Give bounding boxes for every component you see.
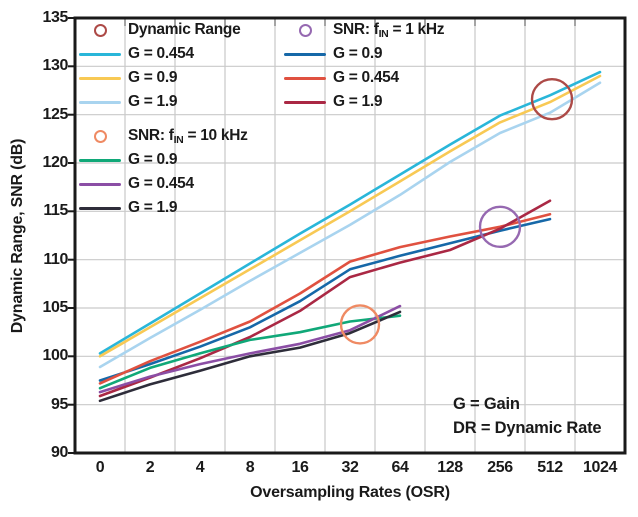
y-tick-label: 130 xyxy=(42,57,69,74)
swatch-column xyxy=(283,23,327,37)
x-tick-label: 32 xyxy=(341,459,359,476)
legend-series-row: G = 1.9 xyxy=(78,92,240,112)
swatch-column xyxy=(78,206,122,210)
x-tick-label: 16 xyxy=(291,459,309,476)
y-tick-label: 90 xyxy=(51,444,68,461)
legend-series-label: G = 0.454 xyxy=(333,69,399,86)
x-tick-label: 256 xyxy=(487,459,513,476)
y-axis-title: Dynamic Range, SNR (dB) xyxy=(9,138,26,334)
y-tick-label: 135 xyxy=(42,9,69,26)
series-line-snr-10khz xyxy=(98,310,402,403)
x-axis-title: Oversampling Rates (OSR) xyxy=(250,484,450,501)
legend-series-row: G = 0.9 xyxy=(283,44,444,64)
line-swatch-icon xyxy=(284,76,326,80)
highlight-ring-snr-1khz xyxy=(478,205,522,249)
x-tick-label: 8 xyxy=(245,459,255,476)
legend-series-row: G = 0.9 xyxy=(78,68,240,88)
swatch-column xyxy=(78,158,122,162)
line-swatch-icon xyxy=(79,206,121,210)
circle-marker-icon xyxy=(93,129,107,143)
legend-series-row: G = 0.454 xyxy=(283,68,444,88)
swatch-column xyxy=(78,182,122,186)
circle-marker-icon xyxy=(298,23,312,37)
legend-series-label: G = 0.9 xyxy=(128,69,178,86)
legend-series-row: G = 0.454 xyxy=(78,174,248,194)
y-tick-label: 125 xyxy=(42,106,69,123)
y-tick-label: 110 xyxy=(43,251,68,268)
legend-series-label: G = 1.9 xyxy=(128,93,178,110)
legend-title-row: SNR: fIN = 10 kHz xyxy=(78,126,248,146)
swatch-column xyxy=(283,100,327,104)
series-line-dynamic-range xyxy=(98,70,602,355)
legend-series-label: G = 1.9 xyxy=(128,199,178,216)
legend-series-label: G = 0.9 xyxy=(128,151,178,168)
swatch-column xyxy=(78,100,122,104)
plot-frame xyxy=(73,16,627,455)
x-tick-label: 2 xyxy=(145,459,155,476)
abbreviation-note: G = Gain DR = Dynamic Rate xyxy=(453,392,602,440)
swatch-column xyxy=(283,52,327,56)
series-line-snr-1khz xyxy=(98,212,552,385)
swatch-column xyxy=(78,76,122,80)
legend-series-row: G = 0.454 xyxy=(78,44,240,64)
line-swatch-icon xyxy=(79,100,121,104)
highlight-ring-snr-10khz xyxy=(339,304,381,345)
y-tick-label: 95 xyxy=(51,396,68,413)
legend-series-row: G = 0.9 xyxy=(78,150,248,170)
legend-group-title: SNR: fIN = 1 kHz xyxy=(333,20,445,40)
line-swatch-icon xyxy=(79,52,121,56)
legend-dynamic-range: Dynamic Range G = 0.454 G = 0.9 G = 1.9 xyxy=(78,20,241,112)
y-tick-label: 105 xyxy=(42,299,69,316)
series-line-dynamic-range xyxy=(98,81,602,369)
y-tick-label: 115 xyxy=(43,202,68,219)
legend-group-title: Dynamic Range xyxy=(128,21,241,38)
legend-title-row: Dynamic Range xyxy=(78,20,241,40)
x-tick-label: 64 xyxy=(391,459,409,476)
series-line-snr-1khz xyxy=(98,217,552,382)
line-swatch-icon xyxy=(284,52,326,56)
line-swatch-icon xyxy=(284,100,326,104)
swatch-column xyxy=(283,76,327,80)
x-tick-label: 512 xyxy=(537,459,563,476)
legend-series-row: G = 1.9 xyxy=(78,198,248,218)
circle-marker-icon xyxy=(93,23,107,37)
gain-note: G = Gain xyxy=(453,395,520,413)
legend-series-label: G = 1.9 xyxy=(333,93,383,110)
dr-note: DR = Dynamic Rate xyxy=(453,419,602,437)
swatch-column xyxy=(78,52,122,56)
line-swatch-icon xyxy=(79,182,121,186)
legend-group-title: SNR: fIN = 10 kHz xyxy=(128,126,248,146)
swatch-column xyxy=(78,129,122,143)
line-swatch-icon xyxy=(79,76,121,80)
series-line-snr-10khz xyxy=(98,314,402,390)
legend-series-label: G = 0.9 xyxy=(333,45,383,62)
line-swatch-icon xyxy=(79,158,121,162)
y-tick-label: 120 xyxy=(42,154,69,171)
swatch-column xyxy=(78,23,122,37)
series-line-dynamic-range xyxy=(98,74,602,358)
legend-title-row: SNR: fIN = 1 kHz xyxy=(283,20,445,40)
x-tick-label: 1024 xyxy=(583,459,617,476)
legend-snr-10khz: SNR: fIN = 10 kHz G = 0.9 G = 0.454 G = 1.9 xyxy=(78,126,248,218)
legend-series-label: G = 0.454 xyxy=(128,45,194,62)
x-tick-label: 0 xyxy=(95,459,105,476)
legend-series-row: G = 1.9 xyxy=(283,92,444,112)
series-line-snr-1khz xyxy=(98,199,552,398)
y-tick-label: 100 xyxy=(42,347,69,364)
highlight-ring-dynamic-range xyxy=(530,77,574,121)
legend-series-label: G = 0.454 xyxy=(128,175,194,192)
x-tick-label: 4 xyxy=(195,459,205,476)
legend-snr-1khz: SNR: fIN = 1 kHz G = 0.9 G = 0.454 G = 1.9 xyxy=(283,20,445,112)
x-tick-label: 128 xyxy=(437,459,463,476)
series-line-snr-10khz xyxy=(98,304,402,394)
